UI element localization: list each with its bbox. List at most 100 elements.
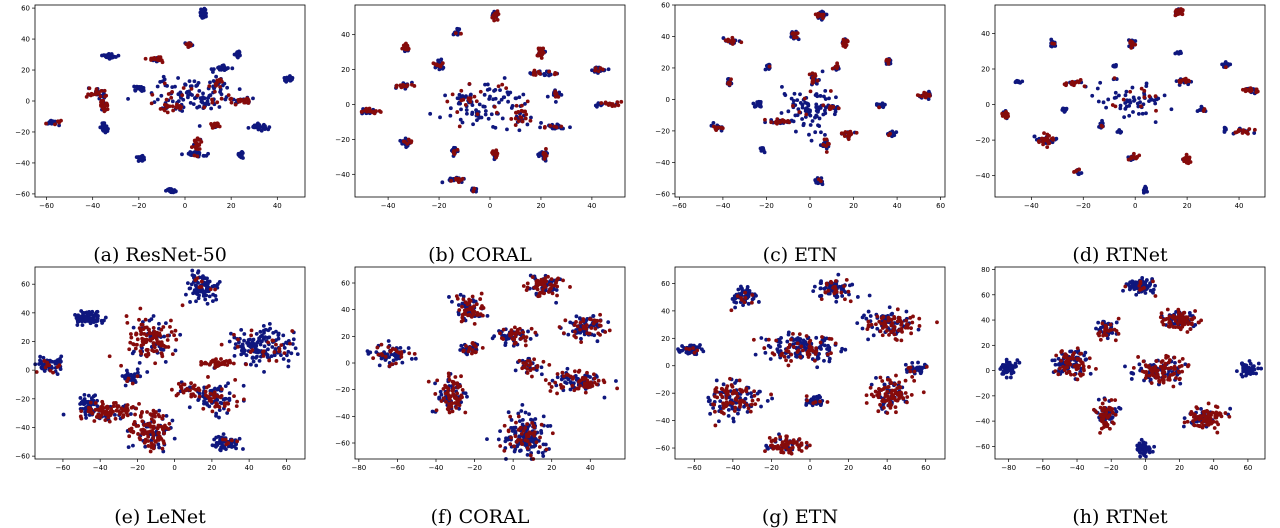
source-point	[259, 343, 263, 347]
target-point	[550, 385, 554, 389]
source-point	[603, 396, 607, 400]
source-point	[247, 126, 251, 130]
target-point	[1241, 88, 1245, 92]
target-point	[447, 375, 451, 379]
target-point	[209, 360, 213, 364]
target-point	[538, 445, 542, 449]
source-point	[93, 393, 97, 397]
target-point	[455, 110, 459, 114]
source-point	[208, 80, 212, 84]
source-point	[150, 317, 154, 321]
source-point	[198, 124, 202, 128]
target-point	[140, 419, 144, 423]
target-point	[127, 347, 131, 351]
source-point	[197, 269, 201, 273]
source-point	[917, 328, 921, 332]
source-point	[1175, 50, 1179, 54]
target-point	[887, 62, 891, 66]
target-point	[809, 89, 813, 93]
target-point	[150, 445, 154, 449]
target-point	[1142, 95, 1146, 99]
target-point	[283, 351, 287, 355]
target-point	[437, 64, 441, 68]
target-point	[530, 327, 534, 331]
target-point	[494, 148, 498, 152]
y-tick-label: −60	[655, 190, 670, 198]
source-point	[465, 108, 469, 112]
x-tick-label: 60	[936, 202, 945, 210]
y-tick-label: 40	[21, 36, 30, 44]
target-point	[407, 351, 411, 355]
target-point	[380, 353, 384, 357]
x-tick-label: 20	[1183, 202, 1192, 210]
source-point	[181, 98, 185, 102]
target-point	[129, 332, 133, 336]
x-tick-label: 20	[849, 202, 858, 210]
target-point	[458, 397, 462, 401]
source-point	[746, 410, 750, 414]
target-point	[615, 100, 619, 104]
source-point	[485, 437, 489, 441]
target-point	[540, 49, 544, 53]
target-point	[533, 331, 537, 335]
source-point	[816, 110, 820, 114]
target-point	[537, 281, 541, 285]
source-point	[1063, 110, 1067, 114]
target-point	[94, 408, 98, 412]
source-point	[835, 295, 839, 299]
target-point	[608, 102, 612, 106]
target-point	[774, 120, 778, 124]
source-point	[241, 344, 245, 348]
target-point	[275, 359, 279, 363]
source-point	[542, 414, 546, 418]
source-point	[294, 346, 298, 350]
target-point	[573, 330, 577, 334]
source-point	[404, 145, 408, 149]
source-point	[216, 66, 220, 70]
source-point	[815, 365, 819, 369]
target-point	[1045, 145, 1049, 149]
source-point	[527, 412, 531, 416]
source-point	[814, 105, 818, 109]
source-point	[529, 116, 533, 120]
x-tick-label: −20	[467, 464, 482, 472]
target-point	[534, 73, 538, 77]
target-point	[150, 93, 154, 97]
y-tick-label: 0	[346, 101, 350, 109]
source-point	[505, 127, 509, 131]
source-point	[544, 443, 548, 447]
source-point	[242, 339, 246, 343]
source-point	[131, 352, 135, 356]
source-point	[536, 153, 540, 157]
source-point	[839, 285, 843, 289]
x-tick-label: −20	[759, 202, 774, 210]
source-point	[916, 361, 920, 365]
source-point	[440, 180, 444, 184]
source-point	[1077, 172, 1081, 176]
target-point	[136, 432, 140, 436]
target-point	[213, 288, 217, 292]
source-point	[793, 92, 797, 96]
source-point	[813, 130, 817, 134]
target-point	[288, 342, 292, 346]
x-tick-label: −60	[39, 202, 54, 210]
source-point	[1049, 38, 1053, 42]
source-point	[488, 87, 492, 91]
source-point	[465, 112, 469, 116]
source-point	[245, 353, 249, 357]
source-point	[125, 369, 129, 373]
source-point	[811, 289, 815, 293]
target-point	[526, 371, 530, 375]
target-point	[56, 365, 60, 369]
target-point	[454, 397, 458, 401]
target-point	[56, 119, 60, 123]
target-point	[524, 339, 528, 343]
source-point	[262, 370, 266, 374]
source-point	[126, 97, 130, 101]
target-point	[535, 365, 539, 369]
x-tick-label: 40	[273, 202, 282, 210]
target-point	[371, 356, 375, 360]
